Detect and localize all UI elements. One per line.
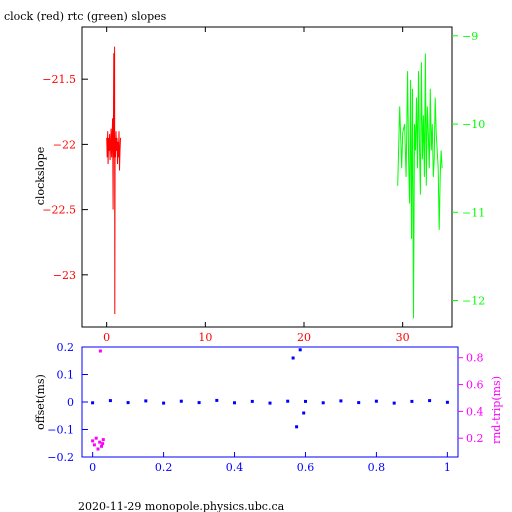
top-x-tick-label: 10 bbox=[198, 331, 212, 344]
offset-point bbox=[304, 399, 307, 403]
rtc-line bbox=[397, 53, 443, 319]
offset-point bbox=[357, 401, 361, 405]
top-left-axis: −21.5 −22 −22.5 −23 bbox=[42, 73, 88, 282]
offset-point bbox=[162, 401, 166, 405]
top-x-axis: 0 10 20 30 bbox=[103, 27, 410, 344]
chart-title: clock (red) rtc (green) slopes bbox=[4, 10, 167, 23]
offset-point bbox=[233, 401, 236, 405]
rnd-trip-point bbox=[96, 447, 100, 451]
bottom-x-tick-label: 0.8 bbox=[368, 461, 386, 474]
rnd-trip-point bbox=[101, 442, 105, 446]
offset-point bbox=[298, 348, 302, 352]
rnd-trip-point bbox=[98, 349, 102, 353]
bottom-x-tick-label: 0.6 bbox=[297, 461, 315, 474]
offset-point bbox=[250, 399, 254, 403]
offset-point bbox=[392, 401, 396, 405]
bottom-right-tick-label: 0.8 bbox=[466, 352, 484, 365]
offset-point bbox=[144, 399, 148, 403]
offset-point bbox=[291, 356, 295, 360]
bottom-right-tick-label: 0.4 bbox=[466, 405, 484, 418]
offset-point bbox=[374, 399, 378, 403]
offset-point bbox=[108, 399, 112, 403]
offset-point bbox=[268, 401, 272, 405]
bottom-left-tick-label: 0.1 bbox=[57, 369, 75, 382]
bottom-x-axis: 0 0.2 0.4 0.6 0.8 1 bbox=[89, 452, 451, 474]
offset-point bbox=[91, 401, 95, 405]
offset-point bbox=[445, 400, 449, 404]
bottom-y2-label: rnd-trip(ms) bbox=[490, 376, 503, 444]
offset-point bbox=[126, 401, 130, 405]
top-left-tick-label: −21.5 bbox=[42, 73, 76, 86]
bottom-x-tick-label: 0.2 bbox=[155, 461, 173, 474]
bottom-left-tick-label: 0 bbox=[67, 396, 74, 409]
rnd-trip-point bbox=[91, 439, 95, 443]
offset-point bbox=[286, 399, 290, 403]
bottom-left-tick-label: −0.2 bbox=[47, 451, 74, 464]
offset-point bbox=[410, 399, 414, 403]
bottom-right-tick-label: 0.6 bbox=[466, 379, 484, 392]
footer-text: 2020-11-29 monopole.physics.ubc.ca bbox=[78, 500, 285, 512]
rnd-trip-point bbox=[98, 440, 102, 444]
top-right-tick-label: −12 bbox=[462, 295, 485, 308]
bottom-y-label: offset(ms) bbox=[34, 374, 47, 430]
offset-point bbox=[321, 401, 325, 405]
rnd-trip-point bbox=[100, 444, 103, 448]
top-right-tick-label: −10 bbox=[462, 118, 485, 131]
top-plot-frame bbox=[81, 26, 453, 328]
rnd-trip-point bbox=[94, 436, 98, 440]
bottom-x-tick-label: 0 bbox=[89, 461, 96, 474]
bottom-left-tick-label: 0.2 bbox=[57, 341, 75, 354]
rnd-trip-point bbox=[92, 443, 96, 447]
top-right-axis: −9 −10 −11 −12 bbox=[452, 30, 485, 308]
offset-point bbox=[197, 401, 201, 405]
top-right-tick-label: −9 bbox=[462, 30, 478, 43]
bottom-left-axis: 0.2 0.1 0 −0.1 −0.2 bbox=[47, 341, 88, 464]
top-left-tick-label: −23 bbox=[53, 269, 76, 282]
offset-panel: 0 0.2 0.4 0.6 0.8 1 0.2 0.1 0 −0.1 −0.2 0.8 0.6 0.4… bbox=[34, 341, 503, 474]
offset-point bbox=[428, 399, 432, 403]
offset-point bbox=[179, 399, 183, 403]
bottom-x-tick-label: 0.4 bbox=[226, 461, 244, 474]
offset-point bbox=[215, 398, 219, 402]
bottom-right-axis: 0.8 0.6 0.4 0.2 bbox=[458, 352, 484, 445]
top-y-label: clockslope bbox=[34, 147, 47, 205]
offset-point bbox=[302, 411, 306, 415]
clock-line bbox=[106, 46, 121, 315]
top-x-tick-label: 20 bbox=[297, 331, 311, 344]
top-x-tick-label: 0 bbox=[103, 331, 110, 344]
top-series-group bbox=[106, 46, 443, 319]
bottom-series-group bbox=[91, 348, 449, 451]
bottom-right-tick-label: 0.2 bbox=[466, 432, 484, 445]
bottom-left-tick-label: −0.1 bbox=[47, 424, 74, 437]
top-right-tick-label: −11 bbox=[462, 206, 485, 219]
top-left-tick-label: −22.5 bbox=[42, 204, 76, 217]
bottom-x-tick-label: 1 bbox=[444, 461, 451, 474]
slope-panel: 0 10 20 30 −21.5 −22 −22.5 −23 −9 −10 −11 −12 clo… bbox=[34, 26, 485, 344]
rnd-trip-point bbox=[101, 438, 105, 442]
top-left-tick-label: −22 bbox=[53, 138, 76, 151]
offset-point bbox=[339, 399, 343, 403]
offset-point bbox=[295, 425, 299, 429]
top-x-tick-label: 30 bbox=[396, 331, 410, 344]
